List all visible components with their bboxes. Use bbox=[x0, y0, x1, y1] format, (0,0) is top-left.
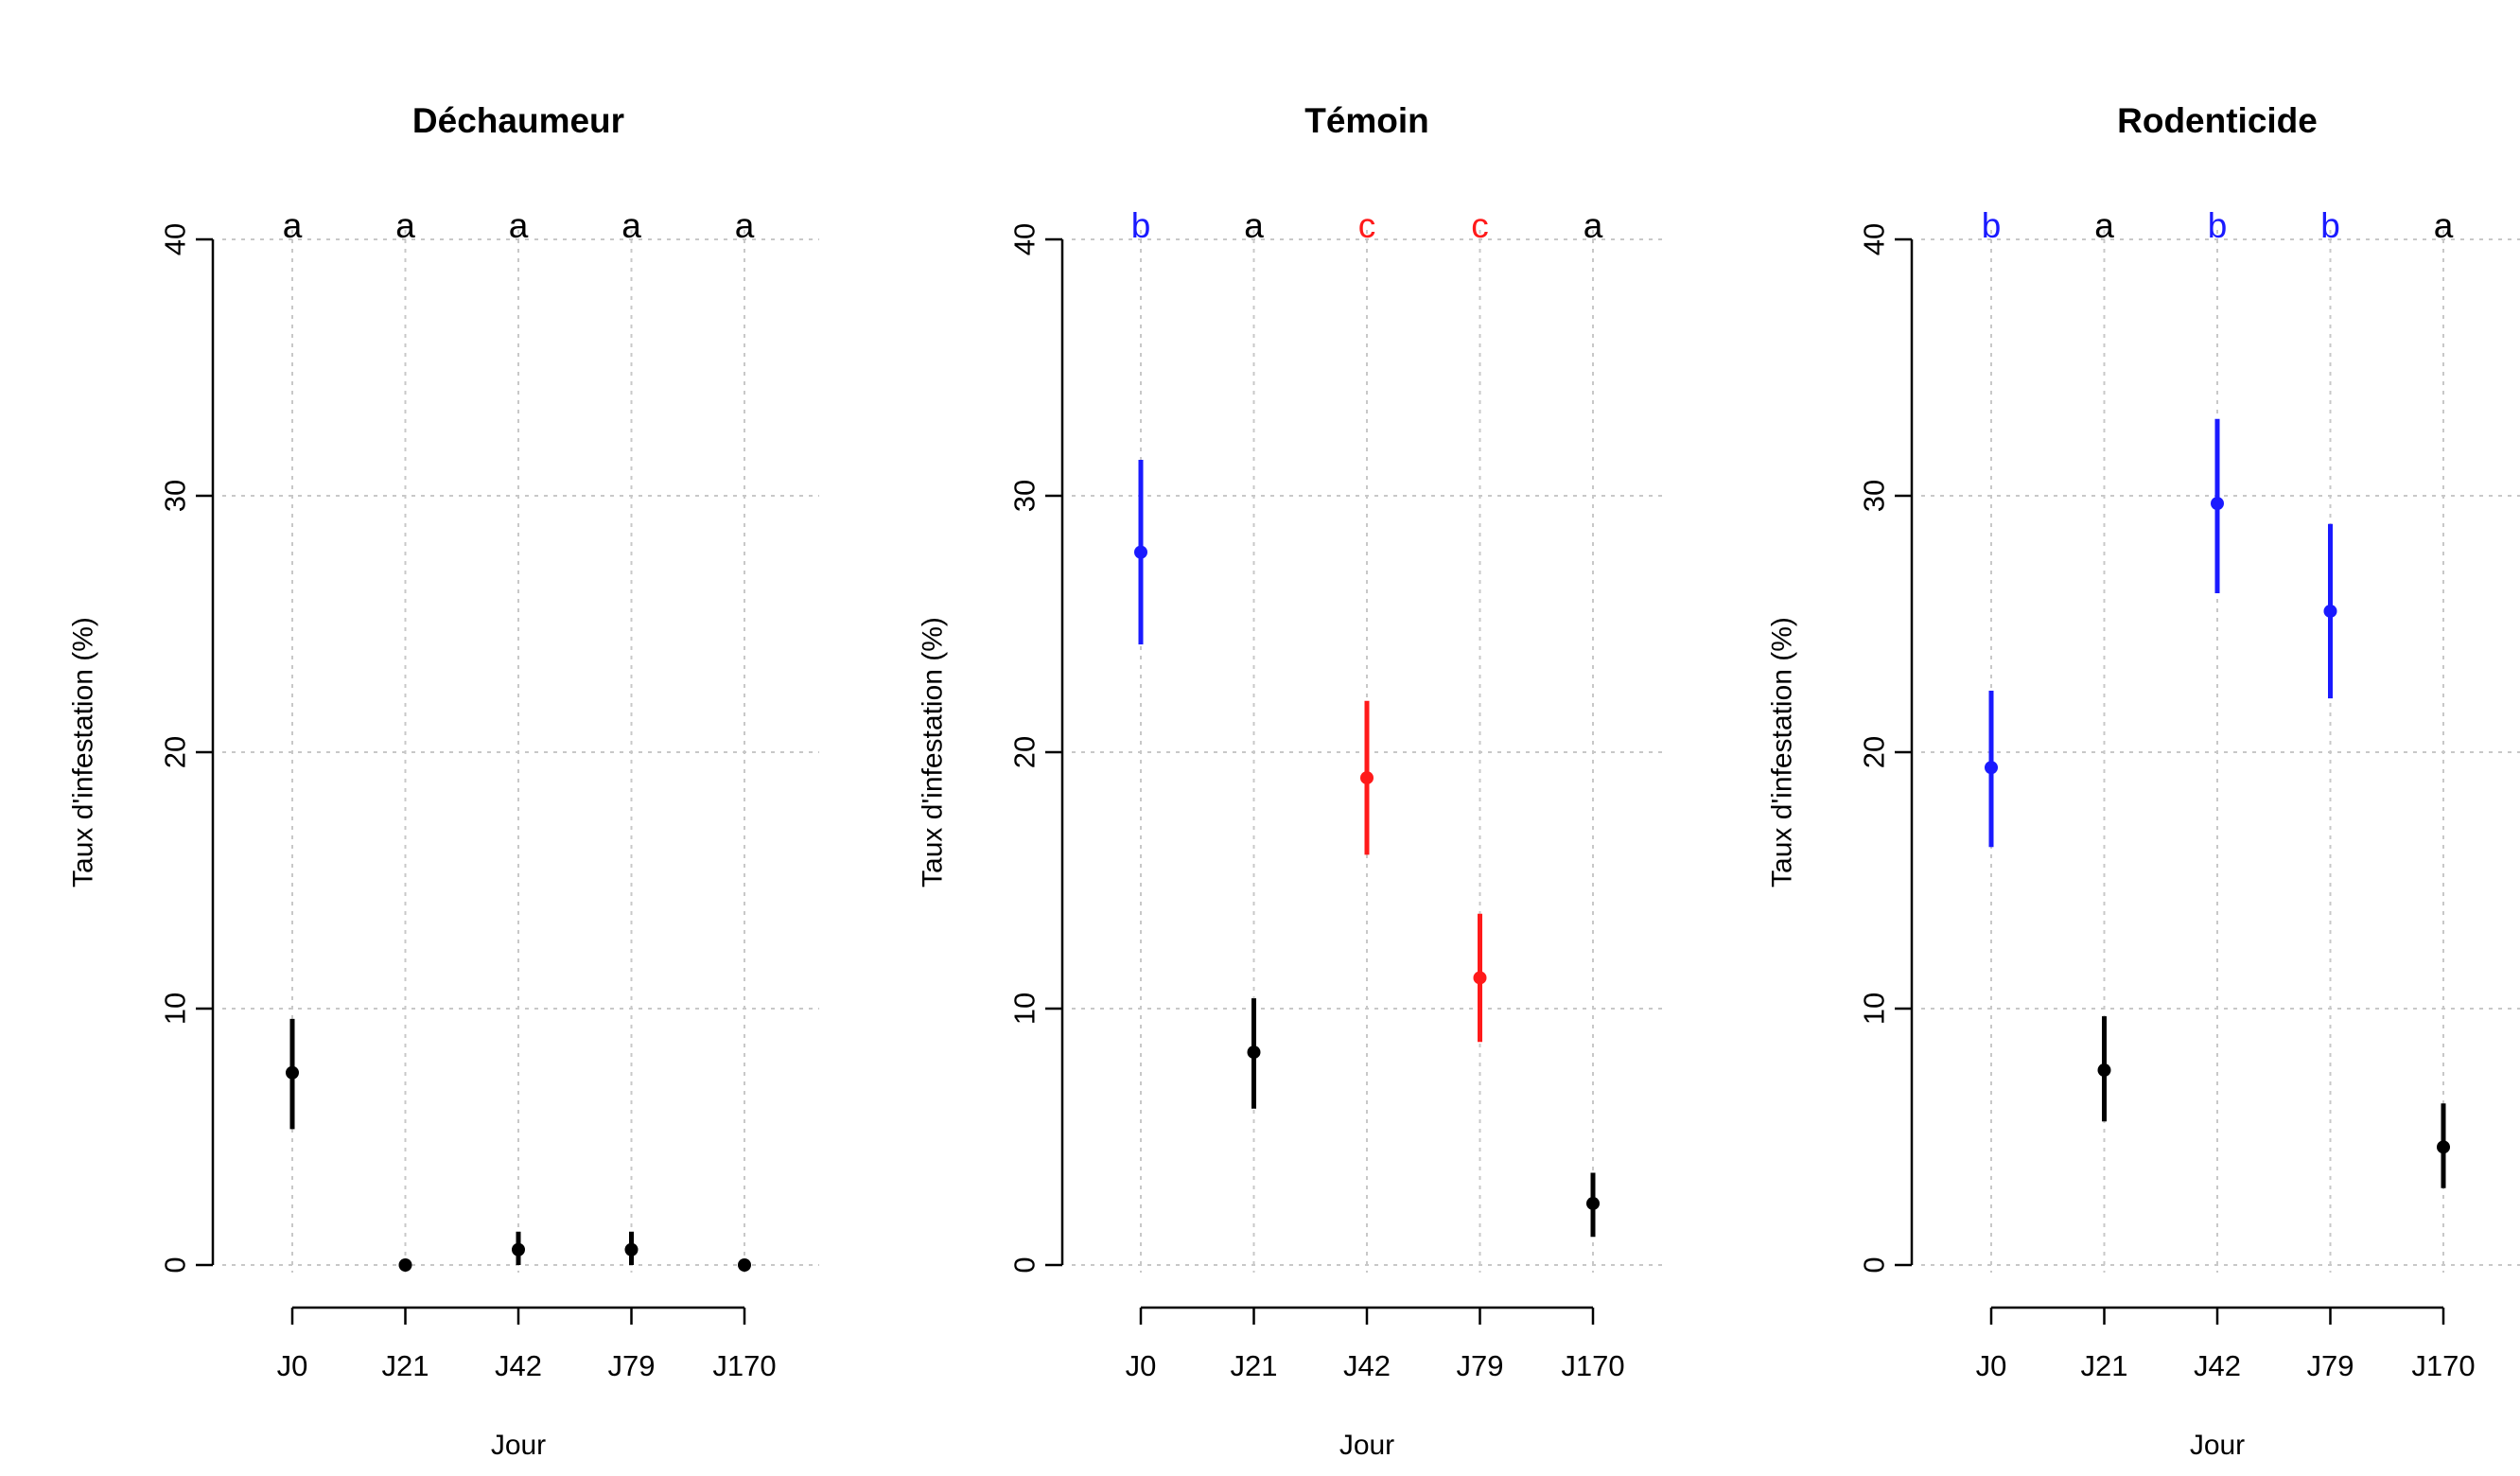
y-axis-label: Taux d'infestation (%) bbox=[68, 617, 99, 887]
significance-letter-j79: c bbox=[1471, 206, 1489, 245]
x-tick-label-j21: J21 bbox=[2081, 1349, 2128, 1382]
point-j21 bbox=[1247, 1046, 1261, 1060]
x-tick-label-j21: J21 bbox=[1231, 1349, 1278, 1382]
y-tick-label-40: 40 bbox=[159, 223, 192, 255]
significance-letter-j21: a bbox=[1244, 206, 1264, 245]
x-tick-label-j0: J0 bbox=[1126, 1349, 1157, 1382]
significance-letter-j42: b bbox=[2208, 206, 2228, 245]
y-axis-label: Taux d'infestation (%) bbox=[1767, 617, 1798, 887]
y-axis-label: Taux d'infestation (%) bbox=[918, 617, 949, 887]
y-tick-label-10: 10 bbox=[159, 993, 192, 1025]
significance-letter-j42: a bbox=[509, 206, 529, 245]
point-j21 bbox=[398, 1258, 412, 1272]
x-tick-label-j79: J79 bbox=[2307, 1349, 2354, 1382]
y-tick-label-10: 10 bbox=[1858, 993, 1891, 1025]
significance-letter-j21: a bbox=[395, 206, 415, 245]
panel-dechaumeur: 0 10 20 30 40 J0 J21 J42 J79 J170 Déchaumeur Jour Ta… bbox=[68, 101, 819, 1461]
x-tick-label-j170: J170 bbox=[712, 1349, 776, 1382]
point-j0 bbox=[286, 1065, 299, 1080]
x-tick-label-j79: J79 bbox=[608, 1349, 656, 1382]
y-tick-label-40: 40 bbox=[1858, 223, 1891, 255]
significance-letter-j170: a bbox=[735, 206, 755, 245]
panel-temoin: 0 10 20 30 40 J0 J21 J42 J79 J170 Témoin Jour Taux d… bbox=[918, 101, 1667, 1461]
x-tick-label-j0: J0 bbox=[1976, 1349, 2007, 1382]
panel-title: Rodenticide bbox=[2117, 101, 2318, 140]
y-tick-label-30: 30 bbox=[1858, 480, 1891, 512]
x-axis-label: Jour bbox=[1339, 1430, 1394, 1461]
significance-letter-j21: a bbox=[2094, 206, 2114, 245]
significance-letter-j79: a bbox=[621, 206, 641, 245]
x-axis-label: Jour bbox=[491, 1430, 546, 1461]
point-j0 bbox=[1985, 761, 1998, 775]
y-tick-label-30: 30 bbox=[159, 480, 192, 512]
point-j42 bbox=[512, 1242, 525, 1256]
point-j42 bbox=[1360, 771, 1374, 785]
y-tick-label-30: 30 bbox=[1008, 480, 1041, 512]
significance-letter-j79: b bbox=[2320, 206, 2340, 245]
y-tick-label-0: 0 bbox=[1858, 1256, 1891, 1273]
x-tick-label-j0: J0 bbox=[277, 1349, 308, 1382]
x-tick-label-j42: J42 bbox=[495, 1349, 542, 1382]
significance-letter-j0: b bbox=[1131, 206, 1151, 245]
point-j0 bbox=[1134, 545, 1147, 559]
point-j21 bbox=[2097, 1063, 2111, 1078]
significance-letter-j170: a bbox=[2434, 206, 2454, 245]
significance-letter-j170: a bbox=[1584, 206, 1603, 245]
point-j79 bbox=[624, 1242, 639, 1256]
significance-letter-j0: a bbox=[283, 206, 303, 245]
point-j79 bbox=[2323, 604, 2337, 618]
y-tick-label-0: 0 bbox=[1008, 1256, 1041, 1273]
y-tick-label-20: 20 bbox=[159, 736, 192, 768]
point-j42 bbox=[2211, 497, 2224, 511]
x-tick-label-j79: J79 bbox=[1457, 1349, 1504, 1382]
y-tick-label-0: 0 bbox=[159, 1256, 192, 1273]
y-tick-label-10: 10 bbox=[1008, 993, 1041, 1025]
panel-title: Témoin bbox=[1304, 101, 1429, 140]
x-tick-label-j42: J42 bbox=[1343, 1349, 1391, 1382]
y-tick-label-20: 20 bbox=[1008, 736, 1041, 768]
x-tick-label-j170: J170 bbox=[2411, 1349, 2475, 1382]
significance-letter-j0: b bbox=[1982, 206, 2002, 245]
point-j170 bbox=[2437, 1140, 2450, 1154]
significance-letter-j42: c bbox=[1358, 206, 1376, 245]
x-tick-label-j42: J42 bbox=[2194, 1349, 2241, 1382]
x-tick-label-j21: J21 bbox=[382, 1349, 429, 1382]
panel-title: Déchaumeur bbox=[412, 101, 624, 140]
x-axis-label: Jour bbox=[2190, 1430, 2245, 1461]
point-j170 bbox=[738, 1258, 751, 1272]
y-tick-label-40: 40 bbox=[1008, 223, 1041, 255]
point-j79 bbox=[1473, 971, 1487, 985]
y-tick-label-20: 20 bbox=[1858, 736, 1891, 768]
point-j170 bbox=[1586, 1196, 1600, 1210]
panel-rodenticide: 0 10 20 30 40 J0 J21 J42 J79 J170 Rodenticide Jour T… bbox=[1767, 101, 2520, 1461]
x-tick-label-j170: J170 bbox=[1561, 1349, 1624, 1382]
